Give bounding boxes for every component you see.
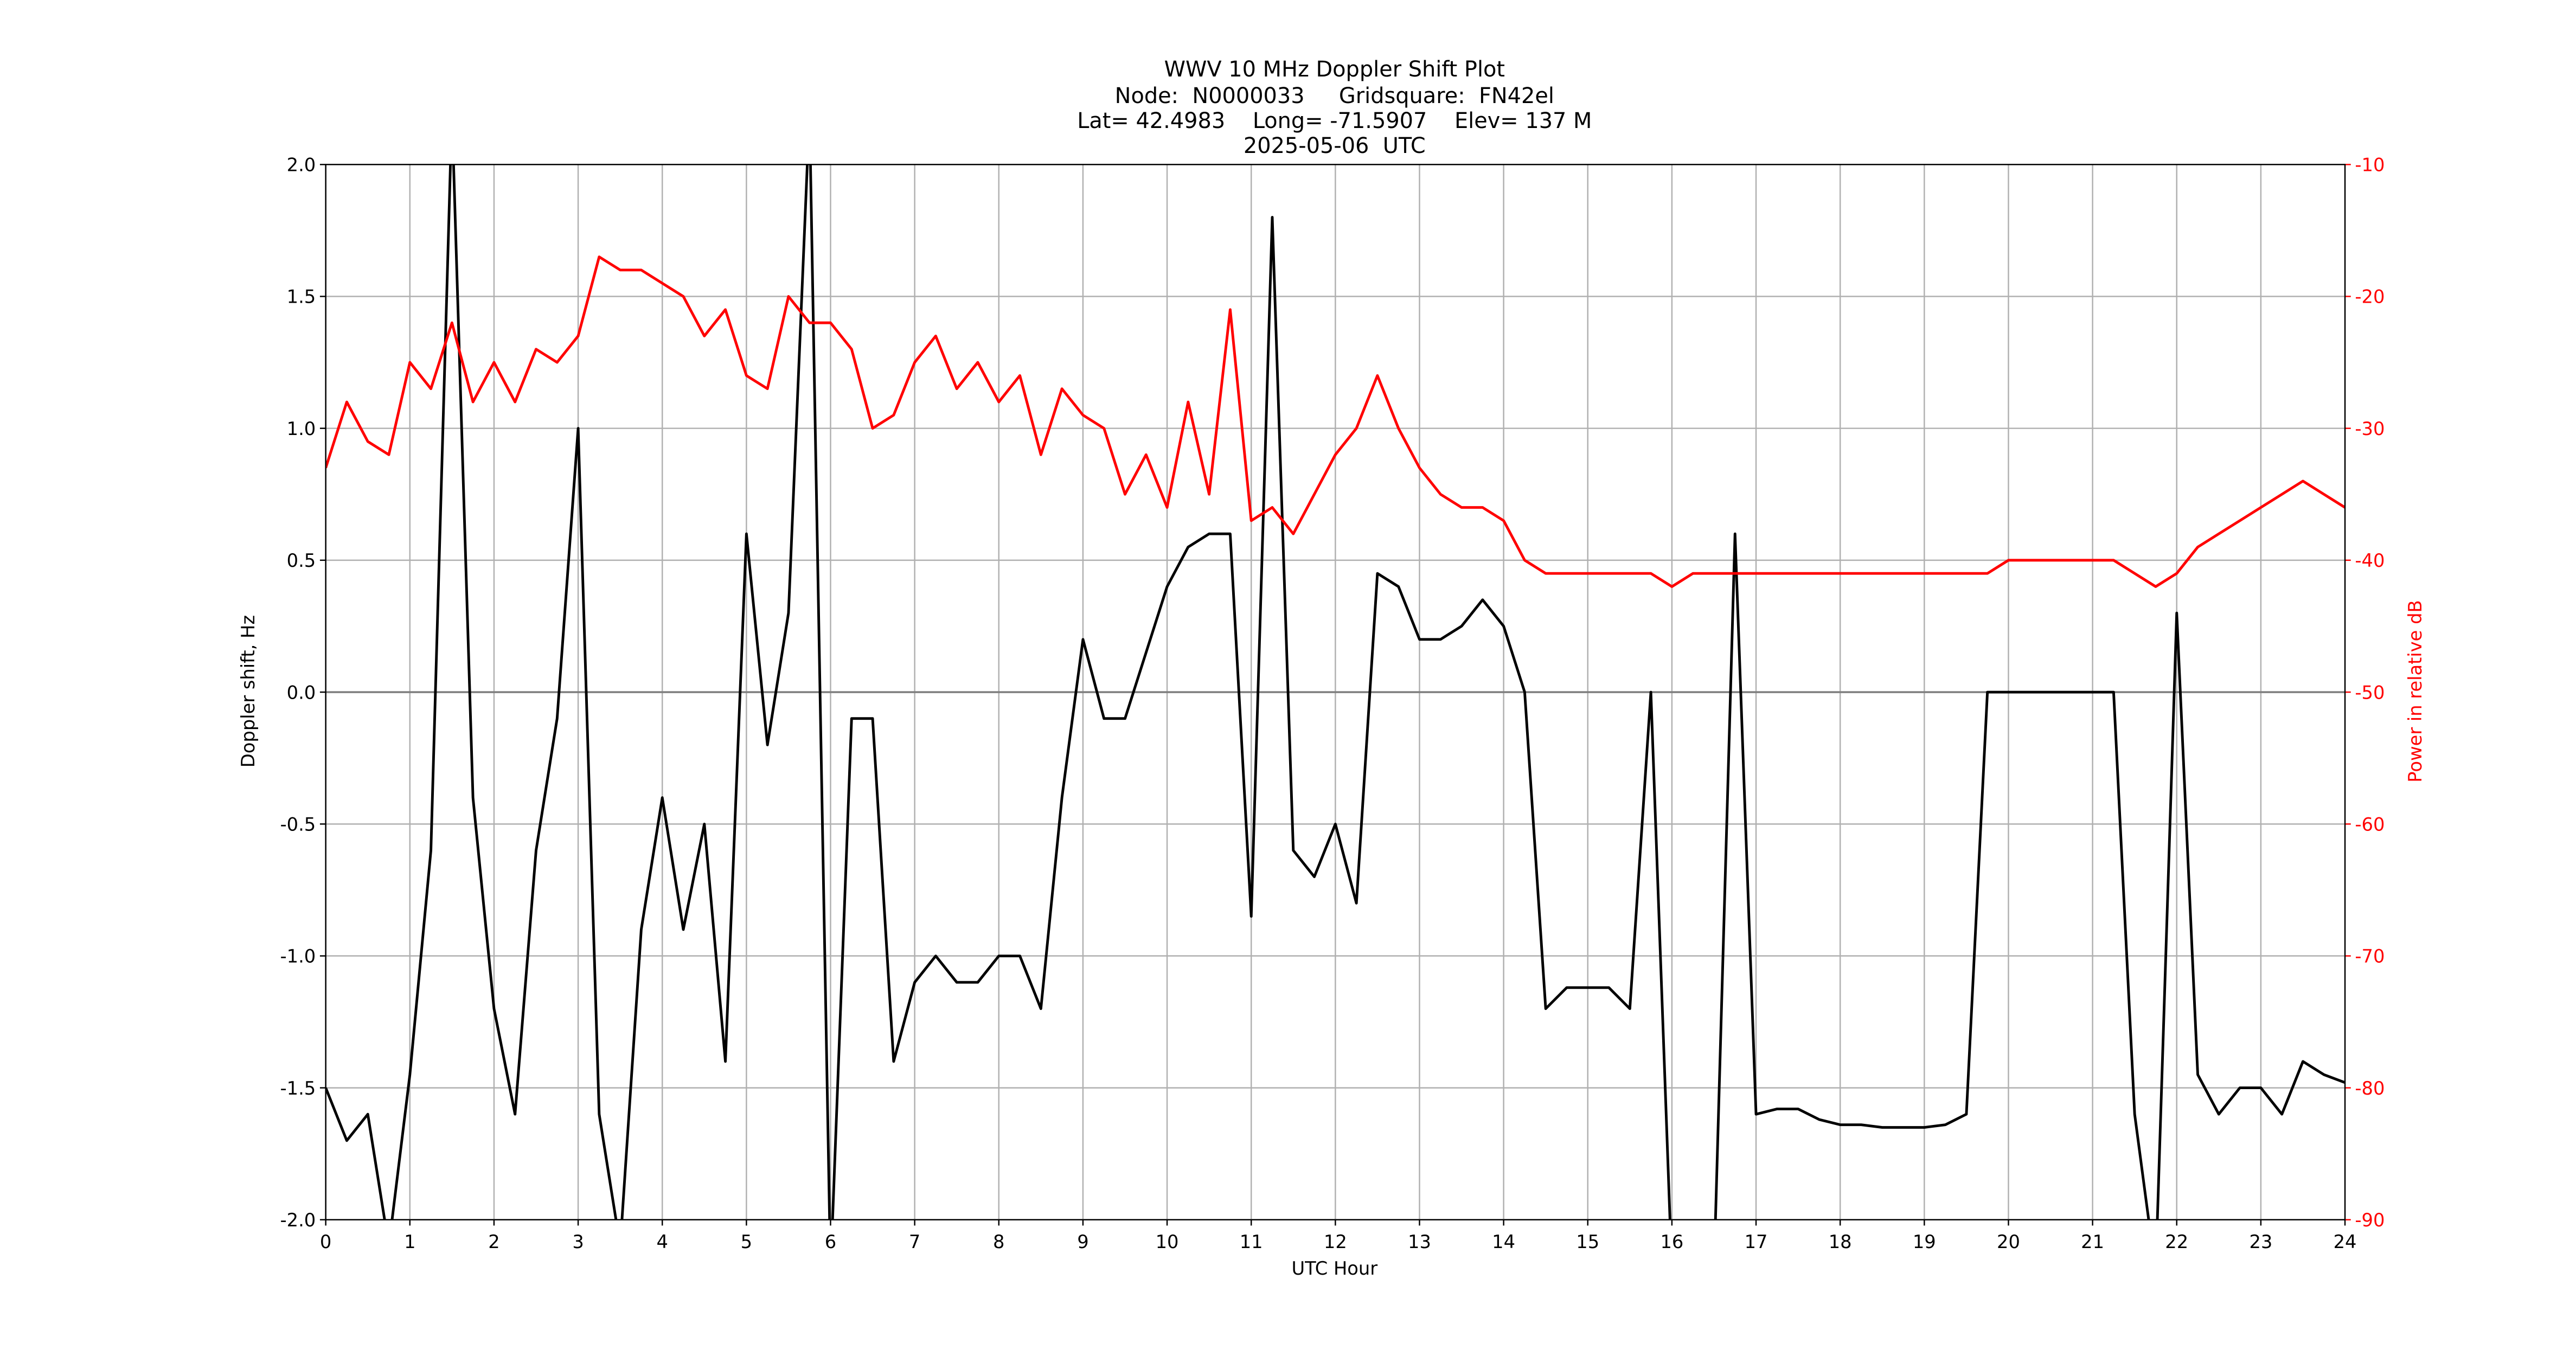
- y2-tick-label: -80: [2355, 1078, 2385, 1099]
- x-tick-label: 24: [2334, 1231, 2357, 1252]
- x-tick-label: 11: [1240, 1231, 1263, 1252]
- x-tick-label: 13: [1408, 1231, 1431, 1252]
- x-tick-label: 9: [1077, 1231, 1088, 1252]
- x-tick-label: 19: [1913, 1231, 1936, 1252]
- y-tick-label: 2.0: [287, 155, 316, 176]
- x-tick-label: 1: [404, 1231, 415, 1252]
- plot-area: [325, 164, 2346, 1220]
- plot-frame: [325, 164, 2346, 1220]
- y2-tick-label: -20: [2355, 286, 2385, 308]
- x-tick-label: 20: [1997, 1231, 2020, 1252]
- y-tick-label: -1.5: [280, 1078, 316, 1099]
- x-tick-label: 0: [320, 1231, 331, 1252]
- y-tick-label: 1.0: [287, 418, 316, 439]
- chart-title: WWV 10 MHz Doppler Shift Plot: [1164, 57, 1505, 82]
- chart-title: Lat= 42.4983 Long= -71.5907 Elev= 137 M: [1077, 108, 1592, 133]
- x-tick-label: 15: [1576, 1231, 1599, 1252]
- y2-tick-label: -40: [2355, 550, 2385, 571]
- y-tick-label: 0.5: [287, 550, 316, 571]
- x-tick-label: 6: [825, 1231, 836, 1252]
- x-tick-label: 10: [1156, 1231, 1179, 1252]
- chart-title: 2025-05-06 UTC: [1244, 133, 1426, 158]
- x-tick-label: 21: [2081, 1231, 2104, 1252]
- x-tick-label: 8: [993, 1231, 1004, 1252]
- x-tick-label: 5: [741, 1231, 752, 1252]
- data-line: [325, 164, 2346, 1220]
- y-tick-label: 1.5: [287, 286, 316, 308]
- x-tick-label: 2: [488, 1231, 499, 1252]
- x-tick-label: 7: [909, 1231, 920, 1252]
- y2-tick-label: -50: [2355, 682, 2385, 703]
- x-tick-label: 23: [2249, 1231, 2272, 1252]
- x-axis-label: UTC Hour: [1291, 1258, 1377, 1279]
- y2-tick-label: -10: [2355, 155, 2385, 176]
- data-line: [325, 255, 2346, 588]
- x-tick-label: 3: [572, 1231, 584, 1252]
- y-tick-label: -1.0: [280, 946, 316, 967]
- y-tick-label: -0.5: [280, 814, 316, 835]
- x-tick-label: 22: [2165, 1231, 2188, 1252]
- x-tick-label: 16: [1660, 1231, 1683, 1252]
- y2-axis-label: Power in relative dB: [2405, 600, 2426, 782]
- y2-tick-label: -70: [2355, 946, 2385, 967]
- y-axis-label: Doppler shift, Hz: [238, 615, 259, 767]
- x-tick-label: 18: [1829, 1231, 1852, 1252]
- y2-tick-label: -30: [2355, 418, 2385, 439]
- y-tick-label: -2.0: [280, 1210, 316, 1231]
- y2-tick-label: -90: [2355, 1210, 2385, 1231]
- x-tick-label: 17: [1745, 1231, 1768, 1252]
- x-tick-label: 12: [1324, 1231, 1347, 1252]
- x-tick-label: 14: [1492, 1231, 1515, 1252]
- y-tick-label: 0.0: [287, 682, 316, 703]
- y2-tick-label: -60: [2355, 814, 2385, 835]
- x-tick-label: 4: [656, 1231, 668, 1252]
- chart-title: Node: N0000033 Gridsquare: FN42el: [1115, 84, 1554, 108]
